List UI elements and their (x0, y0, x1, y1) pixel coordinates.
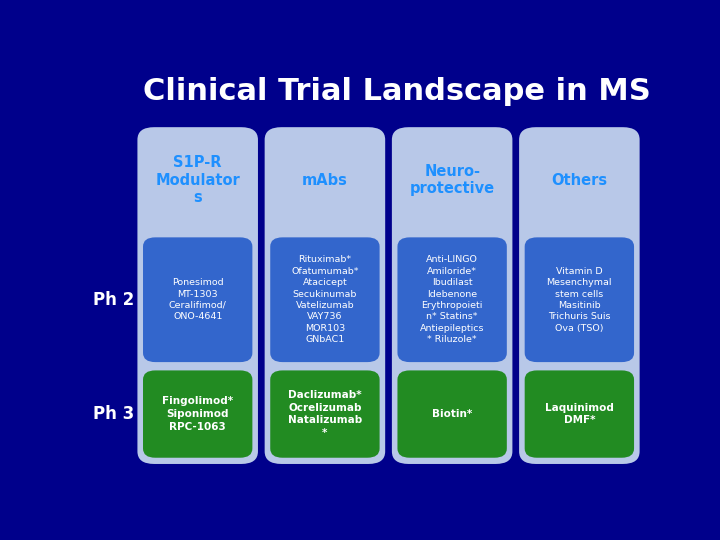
Text: Neuro-
protective: Neuro- protective (410, 164, 495, 197)
Text: mAbs: mAbs (302, 173, 348, 188)
Text: Others: Others (552, 173, 608, 188)
Text: S1P-R
Modulator
s: S1P-R Modulator s (156, 156, 240, 205)
Text: Fingolimod*
Siponimod
RPC-1063: Fingolimod* Siponimod RPC-1063 (162, 396, 233, 432)
FancyBboxPatch shape (392, 127, 513, 464)
FancyBboxPatch shape (519, 127, 639, 464)
Text: Daclizumab*
Ocrelizumab
Natalizumab
*: Daclizumab* Ocrelizumab Natalizumab * (288, 390, 362, 438)
FancyBboxPatch shape (143, 238, 253, 362)
Text: Biotin*: Biotin* (432, 409, 472, 419)
FancyBboxPatch shape (525, 238, 634, 362)
FancyBboxPatch shape (143, 370, 253, 458)
FancyBboxPatch shape (270, 238, 379, 362)
Text: Ponesimod
MT-1303
Ceralifimod/
ONO-4641: Ponesimod MT-1303 Ceralifimod/ ONO-4641 (168, 278, 227, 321)
FancyBboxPatch shape (397, 238, 507, 362)
FancyBboxPatch shape (270, 370, 379, 458)
FancyBboxPatch shape (265, 127, 385, 464)
Text: Ph 2: Ph 2 (93, 291, 134, 309)
Text: Rituximab*
Ofatumumab*
Atacicept
Secukinumab
Vatelizumab
VAY736
MOR103
GNbAC1: Rituximab* Ofatumumab* Atacicept Secukin… (291, 255, 359, 345)
Text: Laquinimod
DMF*: Laquinimod DMF* (545, 403, 614, 426)
Text: Vitamin D
Mesenchymal
stem cells
Masitinib
Trichuris Suis
Ova (TSO): Vitamin D Mesenchymal stem cells Masitin… (546, 267, 612, 333)
FancyBboxPatch shape (525, 370, 634, 458)
Text: Anti-LINGO
Amiloride*
Ibudilast
Idebenone
Erythropoieti
n* Statins*
Antiepilepti: Anti-LINGO Amiloride* Ibudilast Idebenon… (420, 255, 485, 345)
Text: Ph 3: Ph 3 (93, 405, 134, 423)
Text: Clinical Trial Landscape in MS: Clinical Trial Landscape in MS (143, 77, 651, 106)
FancyBboxPatch shape (397, 370, 507, 458)
FancyBboxPatch shape (138, 127, 258, 464)
